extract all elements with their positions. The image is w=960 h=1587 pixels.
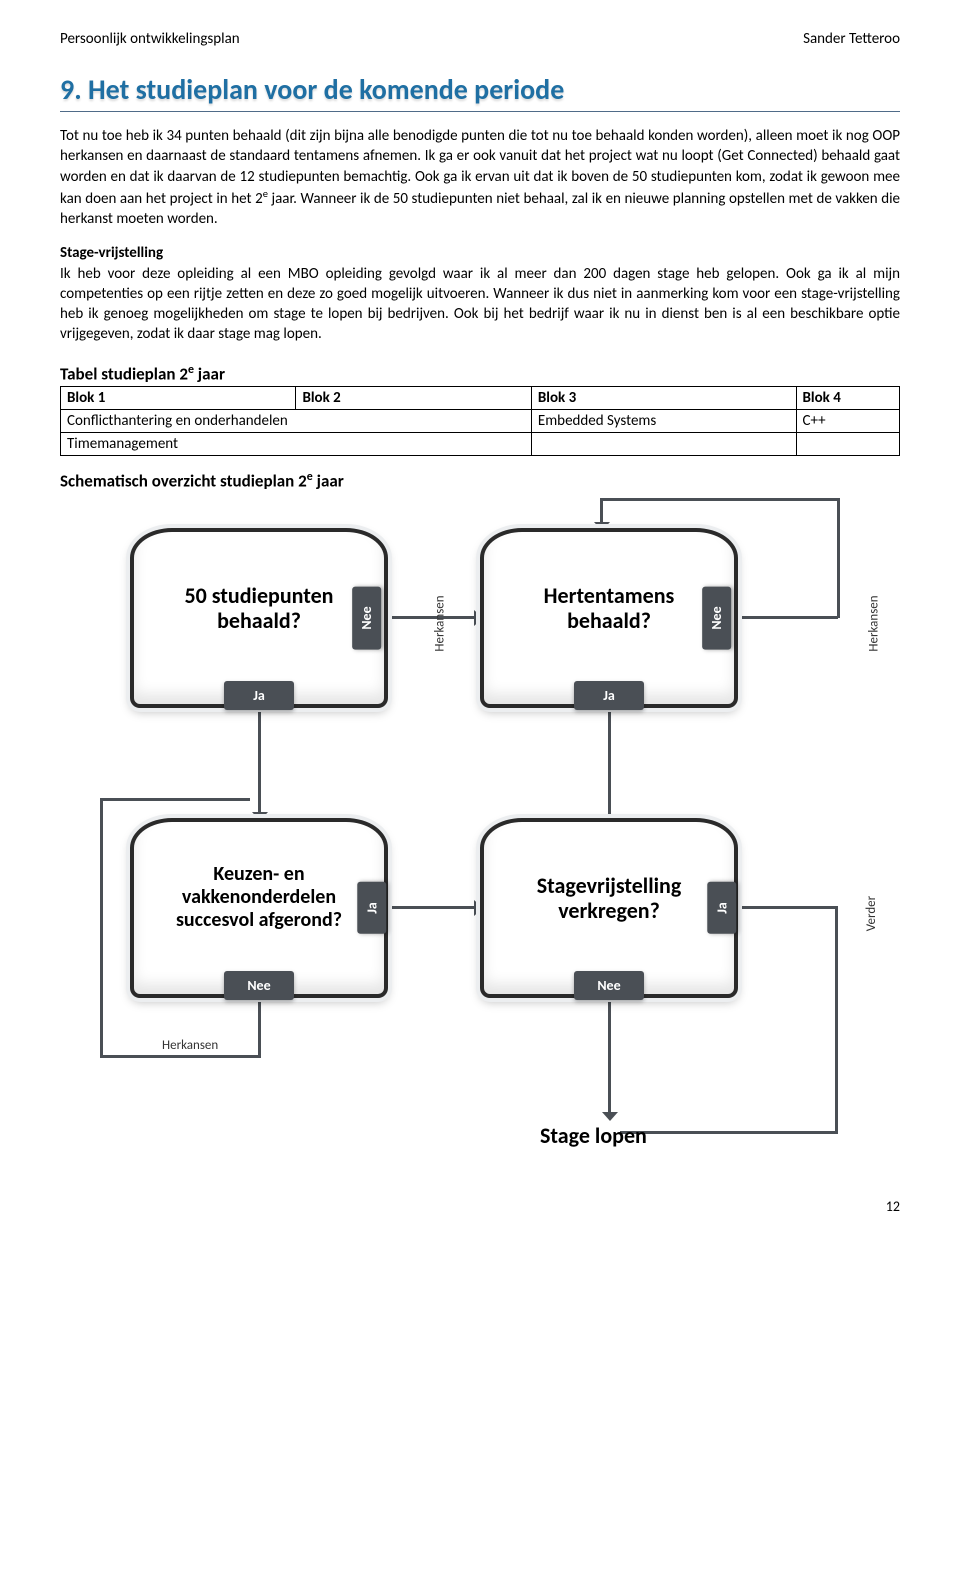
connector bbox=[100, 1055, 260, 1058]
stage-title: Stage-vrijstelling bbox=[60, 244, 163, 262]
cell: Timemanagement bbox=[61, 433, 532, 456]
section-title: 9. Het studieplan voor de komende period… bbox=[60, 72, 900, 112]
connector bbox=[608, 708, 611, 818]
cell: Embedded Systems bbox=[531, 410, 796, 433]
cell bbox=[796, 433, 899, 456]
connector bbox=[258, 998, 261, 1058]
connector bbox=[738, 616, 838, 619]
connector bbox=[835, 906, 838, 1134]
arrow-down-icon bbox=[602, 1112, 618, 1121]
flow-node-50-studiepunten: 50 studiepunten behaald? Nee Ja bbox=[130, 528, 388, 708]
header-left: Persoonlijk ontwikkelingsplan bbox=[60, 30, 240, 48]
tab-nee: Nee bbox=[574, 971, 644, 1000]
diagram-title: Schematisch overzicht studieplan 2e jaar bbox=[60, 470, 900, 492]
diagram-title-pre: Schematisch overzicht studieplan 2 bbox=[60, 471, 307, 492]
table-title-pre: Tabel studieplan 2 bbox=[60, 363, 188, 384]
node-text: Hertentamens behaald? bbox=[494, 542, 724, 674]
node-text: Stagevrijstelling verkregen? bbox=[494, 832, 724, 964]
flowchart: 50 studiepunten behaald? Nee Ja Hertenta… bbox=[60, 498, 900, 1168]
section-number: 9. bbox=[60, 72, 82, 107]
tab-ja: Ja bbox=[708, 882, 737, 934]
connector bbox=[608, 998, 611, 1118]
tab-nee: Nee bbox=[224, 971, 294, 1000]
tab-ja: Ja bbox=[358, 882, 387, 934]
diagram-title-post: jaar bbox=[313, 471, 344, 492]
cell: Conflicthantering en onderhandelen bbox=[61, 410, 532, 433]
table-row: Timemanagement bbox=[61, 433, 900, 456]
header-right: Sander Tetteroo bbox=[803, 30, 900, 48]
side-label-verder: Verder bbox=[864, 896, 879, 931]
tab-nee: Nee bbox=[352, 586, 381, 649]
node-text: 50 studiepunten behaald? bbox=[144, 542, 374, 674]
bottom-label-herkansen: Herkansen bbox=[162, 1038, 218, 1053]
flow-node-hertentamens: Hertentamens behaald? Nee Ja bbox=[480, 528, 738, 708]
connector bbox=[620, 1131, 838, 1134]
col-blok-1: Blok 1 bbox=[61, 387, 296, 410]
connector bbox=[600, 498, 840, 501]
table-row: Conflicthantering en onderhandelen Embed… bbox=[61, 410, 900, 433]
cell: C++ bbox=[796, 410, 899, 433]
connector bbox=[738, 906, 838, 909]
table-header-row: Blok 1 Blok 2 Blok 3 Blok 4 bbox=[61, 387, 900, 410]
connector bbox=[837, 498, 840, 618]
tab-ja: Ja bbox=[224, 681, 294, 710]
studieplan-table: Blok 1 Blok 2 Blok 3 Blok 4 Conflicthant… bbox=[60, 386, 900, 456]
paragraph-stage: Stage-vrijstelling Ik heb voor deze ople… bbox=[60, 243, 900, 344]
end-label-stage-lopen: Stage lopen bbox=[540, 1122, 647, 1149]
flow-node-keuzen-vakken: Keuzen- en vakkenonderdelen succesvol af… bbox=[130, 818, 388, 998]
connector bbox=[100, 798, 250, 801]
col-blok-4: Blok 4 bbox=[796, 387, 899, 410]
p2-text: Ik heb voor deze opleiding al een MBO op… bbox=[60, 265, 900, 344]
table-title-post: jaar bbox=[194, 363, 225, 384]
paragraph-1: Tot nu toe heb ik 34 punten behaald (dit… bbox=[60, 126, 900, 229]
node-text: Keuzen- en vakkenonderdelen succesvol af… bbox=[144, 832, 374, 964]
section-title-text: Het studieplan voor de komende periode bbox=[88, 72, 564, 107]
page-number: 12 bbox=[0, 1198, 960, 1231]
side-label-herkansen: Herkansen bbox=[433, 595, 448, 651]
connector bbox=[100, 798, 103, 1058]
table-title: Tabel studieplan 2e jaar bbox=[60, 363, 900, 385]
side-label-herkansen: Herkansen bbox=[867, 595, 882, 651]
col-blok-3: Blok 3 bbox=[531, 387, 796, 410]
flow-node-stagevrijstelling: Stagevrijstelling verkregen? Ja Nee bbox=[480, 818, 738, 998]
tab-ja: Ja bbox=[574, 681, 644, 710]
cell bbox=[531, 433, 796, 456]
tab-nee: Nee bbox=[702, 586, 731, 649]
col-blok-2: Blok 2 bbox=[296, 387, 531, 410]
connector bbox=[258, 708, 261, 818]
page-header: Persoonlijk ontwikkelingsplan Sander Tet… bbox=[60, 30, 900, 48]
connector bbox=[388, 906, 480, 909]
